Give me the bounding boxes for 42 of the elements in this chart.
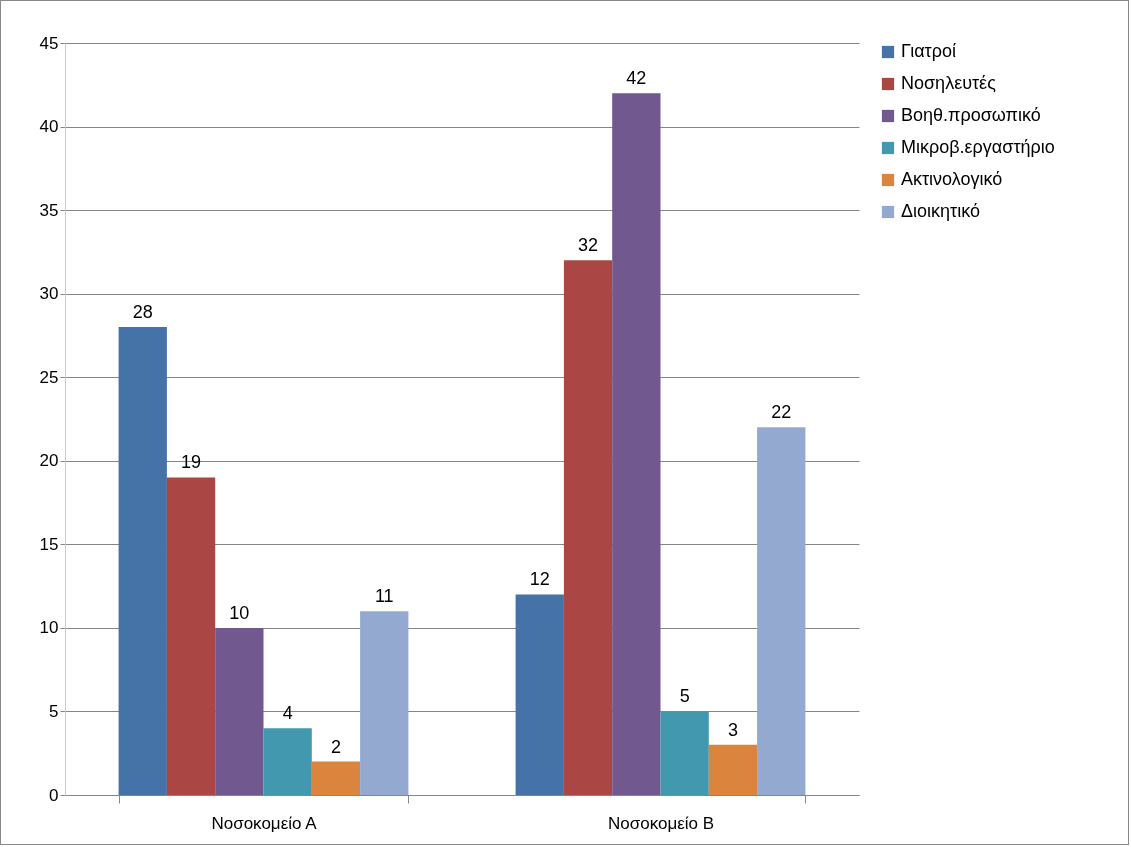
y-tick-label: 20 <box>39 451 59 471</box>
bar <box>166 477 216 795</box>
legend-label: Γιατροί <box>901 41 956 61</box>
data-label: 42 <box>626 68 647 89</box>
y-tick-label: 5 <box>49 701 59 721</box>
bar <box>263 728 312 795</box>
data-label: 2 <box>330 736 341 757</box>
y-tick-label: 45 <box>39 33 59 53</box>
bar <box>612 93 661 795</box>
bar <box>118 327 167 795</box>
legend-label: Ακτινολογικό <box>901 169 1003 189</box>
y-tick-label: 25 <box>39 367 59 387</box>
y-tick-label: 40 <box>39 117 59 137</box>
y-tick-label: 30 <box>39 284 59 304</box>
data-label: 10 <box>229 602 250 623</box>
bar <box>563 260 613 795</box>
bar <box>215 627 264 795</box>
bar <box>311 761 361 795</box>
legend-label: Βοηθ.προσωπικό <box>901 105 1041 125</box>
data-label: 19 <box>181 452 202 473</box>
data-label: 32 <box>578 235 599 256</box>
x-tick-label: Νοσοκομείο Β <box>607 813 715 833</box>
y-tick-label: 35 <box>39 200 59 220</box>
data-label: 11 <box>374 586 394 607</box>
y-tick-label: 15 <box>39 534 59 554</box>
bar <box>515 594 564 795</box>
legend-label: Διοικητικό <box>901 201 980 221</box>
data-label: 12 <box>529 569 550 590</box>
data-label: 4 <box>282 703 293 724</box>
legend-label: Μικροβ.εργαστήριο <box>901 137 1055 157</box>
data-label: 28 <box>132 302 153 323</box>
data-label: 3 <box>727 719 738 740</box>
bar <box>757 427 806 795</box>
legend-label: Νοσηλευτές <box>901 73 997 93</box>
x-tick-label: Νοσοκομείο Α <box>211 813 318 833</box>
y-tick-label: 0 <box>49 785 59 805</box>
y-tick-label: 10 <box>39 618 59 638</box>
bar <box>708 744 758 795</box>
data-label: 5 <box>679 686 690 707</box>
bar <box>360 611 409 795</box>
data-label: 22 <box>771 402 792 423</box>
bar <box>660 711 709 795</box>
